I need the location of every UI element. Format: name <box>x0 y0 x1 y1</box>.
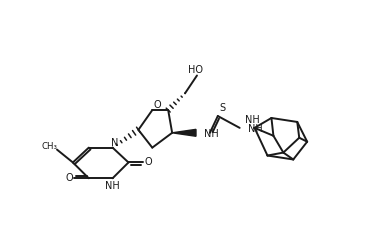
Polygon shape <box>172 129 196 136</box>
Text: N: N <box>111 138 118 148</box>
Text: O: O <box>144 157 152 168</box>
Text: NH: NH <box>245 115 260 125</box>
Text: NH: NH <box>204 129 219 139</box>
Text: S: S <box>220 103 226 113</box>
Text: CH₃: CH₃ <box>41 142 57 151</box>
Text: O: O <box>154 100 161 110</box>
Text: HO: HO <box>188 65 203 75</box>
Text: NH: NH <box>105 181 120 191</box>
Text: NH: NH <box>247 124 262 134</box>
Text: O: O <box>65 173 73 183</box>
